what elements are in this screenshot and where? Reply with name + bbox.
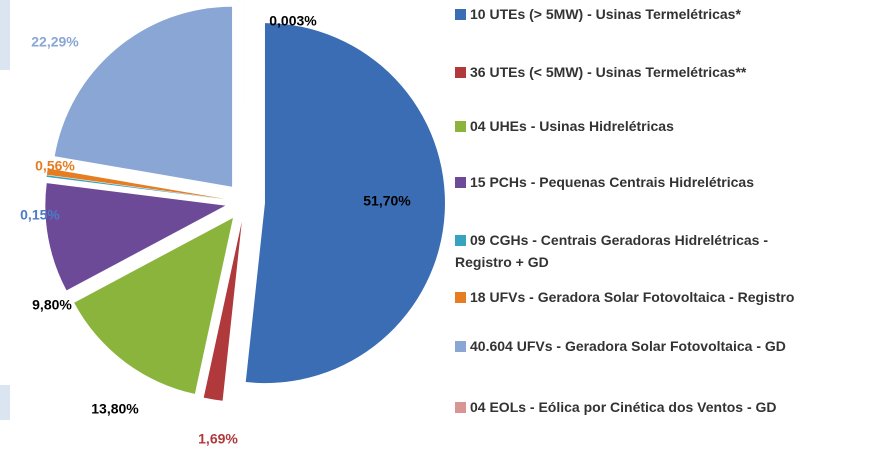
legend-label: 18 UFVs - Geradora Solar Fotovoltaica - … [470, 289, 795, 305]
pie-slice [46, 175, 226, 200]
data-label: 9,80% [32, 297, 72, 313]
data-label: 0,003% [269, 13, 317, 29]
legend-item: 15 PCHs - Pequenas Centrais Hidrelétrica… [455, 171, 754, 193]
legend-label: 36 UTEs (< 5MW) - Usinas Termelétricas** [470, 64, 747, 80]
legend-item: 40.604 UFVs - Geradora Solar Fotovoltaic… [455, 335, 786, 357]
legend-label: 09 CGHs - Centrais Geradoras Hidrelétric… [455, 232, 769, 270]
legend-swatch [455, 235, 466, 246]
pie-slice [46, 168, 226, 199]
pie-slice [245, 23, 445, 384]
data-label: 22,29% [31, 34, 79, 50]
pie-slice [203, 221, 242, 401]
legend-item: 04 EOLs - Eólica por Cinética dos Ventos… [455, 396, 777, 418]
legend-swatch [455, 341, 466, 352]
data-label: 13,80% [91, 401, 139, 417]
data-label: 0,15% [20, 207, 60, 223]
legend-label: 15 PCHs - Pequenas Centrais Hidrelétrica… [470, 174, 755, 190]
chart: 51,70% 1,69% 13,80% 9,80% 0,15% 0,56% 22,29% 0,… [0, 0, 445, 447]
legend-swatch [455, 121, 466, 132]
legend-item: 04 UHEs - Usinas Hidrelétricas [455, 115, 674, 137]
legend-label: 04 EOLs - Eólica por Cinética dos Ventos… [470, 399, 777, 415]
background-panel [0, 0, 10, 70]
legend-swatch [455, 292, 466, 303]
pie-slice [54, 6, 233, 187]
legend-label: 10 UTEs (> 5MW) - Usinas Termelétricas* [470, 6, 741, 22]
pie-slice [74, 217, 233, 394]
legend-item: 09 CGHs - Centrais Geradoras Hidrelétric… [455, 229, 825, 273]
pie-slice [45, 183, 226, 291]
data-label: 51,70% [363, 193, 411, 209]
legend-label: 40.604 UFVs - Geradora Solar Fotovoltaic… [470, 338, 786, 354]
legend-swatch [455, 9, 466, 20]
background-panel [0, 385, 10, 420]
legend-swatch [455, 67, 466, 78]
legend-label: 04 UHEs - Usinas Hidrelétricas [470, 118, 674, 134]
legend-item: 18 UFVs - Geradora Solar Fotovoltaica - … [455, 286, 825, 308]
data-label: 0,56% [35, 158, 75, 174]
legend-swatch [455, 177, 466, 188]
data-label: 1,69% [198, 431, 238, 447]
legend-item: 10 UTEs (> 5MW) - Usinas Termelétricas* [455, 3, 741, 25]
legend-item: 36 UTEs (< 5MW) - Usinas Termelétricas** [455, 61, 746, 83]
legend-swatch [455, 402, 466, 413]
